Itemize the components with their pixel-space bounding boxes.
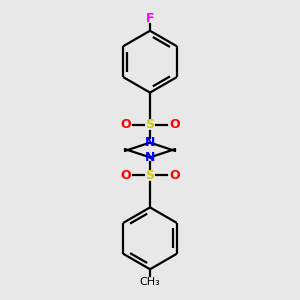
Text: CH₃: CH₃ [140,277,160,286]
Text: O: O [120,118,131,131]
Text: O: O [169,118,180,131]
Text: S: S [146,169,154,182]
Text: S: S [146,118,154,131]
Text: N: N [145,136,155,149]
Text: O: O [120,169,131,182]
Text: N: N [145,151,155,164]
Text: O: O [169,169,180,182]
Text: F: F [146,12,154,25]
